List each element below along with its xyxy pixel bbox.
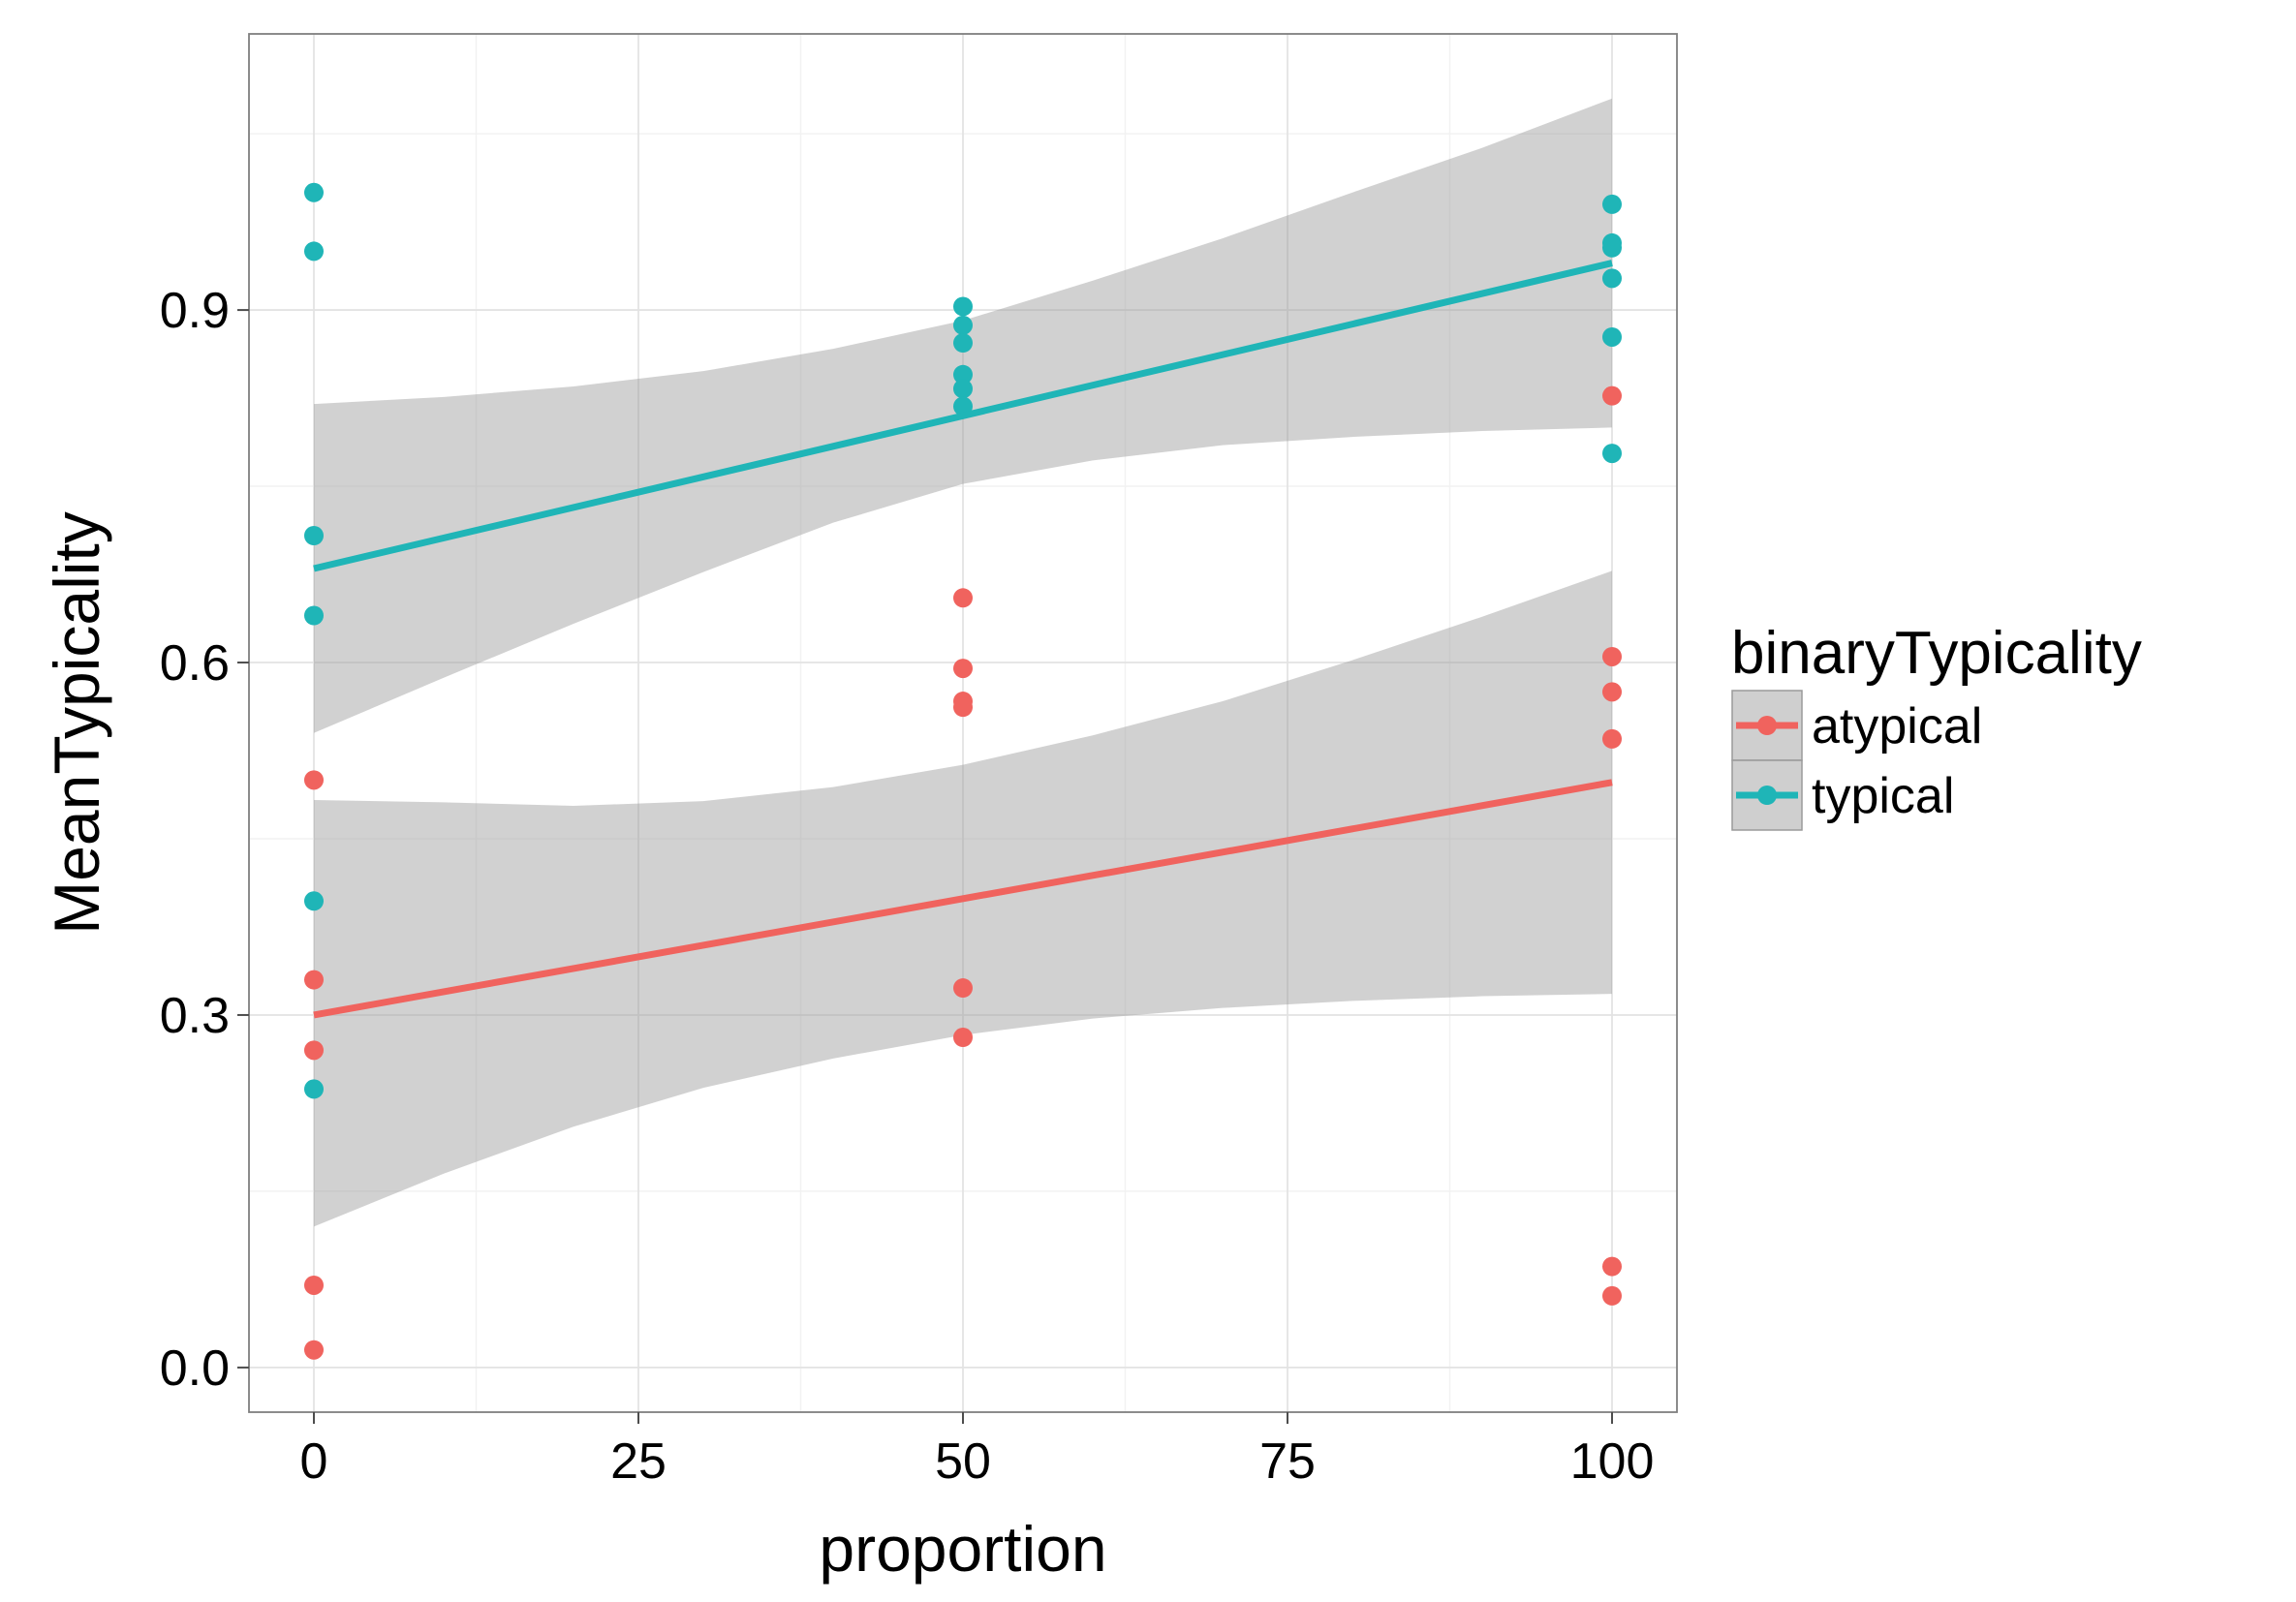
point-atypical — [1602, 646, 1622, 666]
point-typical — [304, 605, 324, 626]
x-tick-label: 25 — [610, 1433, 667, 1490]
point-typical — [304, 1079, 324, 1099]
point-atypical — [304, 1340, 324, 1360]
point-typical — [1602, 444, 1622, 464]
x-tick-label: 75 — [1259, 1433, 1316, 1490]
point-typical — [1602, 326, 1622, 347]
point-typical — [304, 891, 324, 911]
y-tick-label: 0.9 — [160, 283, 230, 339]
point-atypical — [304, 970, 324, 990]
point-atypical — [953, 659, 973, 679]
legend-label-typical: typical — [1812, 768, 1954, 824]
point-typical — [304, 182, 324, 202]
data-points — [304, 182, 1622, 1360]
point-atypical — [1602, 1285, 1622, 1306]
x-axis-label: proportion — [819, 1513, 1106, 1585]
plot-panel — [248, 33, 1678, 1413]
point-typical — [1602, 194, 1622, 214]
point-typical — [304, 241, 324, 262]
point-typical — [953, 296, 973, 317]
legend-label-atypical: atypical — [1812, 698, 1982, 755]
point-atypical — [953, 697, 973, 718]
y-tick-label: 0.3 — [160, 988, 230, 1044]
x-axis: 0 25 50 75 100 — [300, 1412, 1655, 1490]
point-typical — [1602, 268, 1622, 289]
point-atypical — [953, 1028, 973, 1048]
y-axis-label: MeanTypicality — [41, 511, 112, 935]
legend-title: binaryTypicality — [1731, 620, 2142, 687]
legend: binaryTypicality atypical typical — [1731, 620, 2142, 831]
fit-lines — [313, 260, 1613, 1019]
x-tick-label: 50 — [935, 1433, 991, 1490]
point-atypical — [304, 1040, 324, 1061]
point-atypical — [304, 770, 324, 790]
legend-point-atypical — [1757, 716, 1777, 735]
point-typical — [953, 315, 973, 335]
point-typical — [953, 333, 973, 354]
y-tick-label: 0.6 — [160, 635, 230, 692]
point-atypical — [1602, 385, 1622, 406]
point-typical — [1602, 237, 1622, 258]
y-axis: 0.0 0.3 0.6 0.9 — [160, 283, 249, 1397]
fit-line-atypical — [313, 779, 1613, 1019]
point-typical — [953, 364, 973, 385]
point-atypical — [1602, 728, 1622, 749]
legend-point-typical — [1757, 786, 1777, 805]
point-atypical — [953, 588, 973, 608]
x-tick-label: 0 — [300, 1433, 328, 1490]
point-atypical — [304, 1275, 324, 1295]
point-atypical — [953, 978, 973, 999]
point-typical — [304, 526, 324, 546]
y-tick-label: 0.0 — [160, 1340, 230, 1397]
point-typical — [953, 379, 973, 399]
x-tick-label: 100 — [1570, 1433, 1655, 1490]
point-atypical — [1602, 1256, 1622, 1277]
fit-line-typical — [313, 260, 1613, 572]
point-atypical — [1602, 682, 1622, 702]
